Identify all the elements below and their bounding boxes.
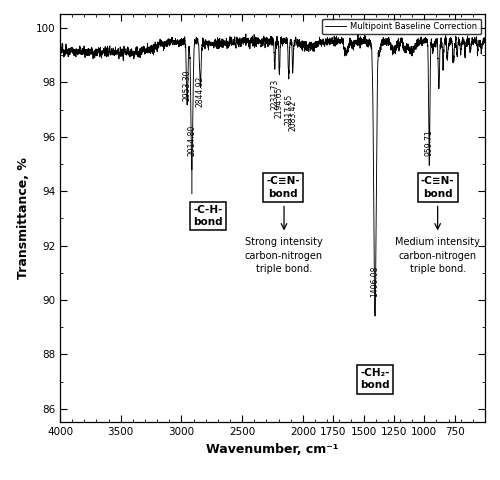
Line: Multipoint Baseline Correction: Multipoint Baseline Correction [60, 34, 485, 316]
Text: Strong intensity
carbon-nitrogen
triple bond.: Strong intensity carbon-nitrogen triple … [245, 238, 323, 274]
Text: 1406.08: 1406.08 [370, 266, 380, 297]
Legend: Multipoint Baseline Correction: Multipoint Baseline Correction [322, 19, 481, 34]
Multipoint Baseline Correction [150, 48, 156, 54]
Text: 2117.65: 2117.65 [284, 93, 293, 124]
Multipoint Baseline Correction [156, 39, 162, 45]
Multipoint Baseline Correction [214, 46, 220, 51]
Text: 2231.73: 2231.73 [270, 78, 279, 109]
Multipoint Baseline Correction [372, 313, 378, 319]
Text: 2194.65: 2194.65 [274, 86, 283, 118]
Text: 2914.80: 2914.80 [188, 125, 196, 156]
Text: -C≡N-
bond: -C≡N- bond [266, 176, 300, 199]
Multipoint Baseline Correction [482, 36, 488, 42]
X-axis label: Wavenumber, cm⁻¹: Wavenumber, cm⁻¹ [206, 443, 338, 456]
Multipoint Baseline Correction [480, 42, 486, 48]
Y-axis label: Transmittance, %: Transmittance, % [17, 157, 30, 279]
Text: 2953.30: 2953.30 [182, 70, 192, 101]
Text: Medium intensity
carbon-nitrogen
triple bond.: Medium intensity carbon-nitrogen triple … [395, 238, 480, 274]
Text: -C-H-
bond: -C-H- bond [194, 205, 223, 227]
Multipoint Baseline Correction [243, 31, 249, 37]
Text: -CH₂-
bond: -CH₂- bond [360, 368, 390, 390]
Multipoint Baseline Correction [57, 50, 63, 56]
Text: 2844.92: 2844.92 [196, 76, 205, 107]
Multipoint Baseline Correction [248, 36, 254, 42]
Text: 959.71: 959.71 [424, 129, 434, 156]
Text: 2083.42: 2083.42 [288, 100, 297, 132]
Multipoint Baseline Correction [128, 50, 134, 56]
Text: -C≡N-
bond: -C≡N- bond [421, 176, 454, 199]
